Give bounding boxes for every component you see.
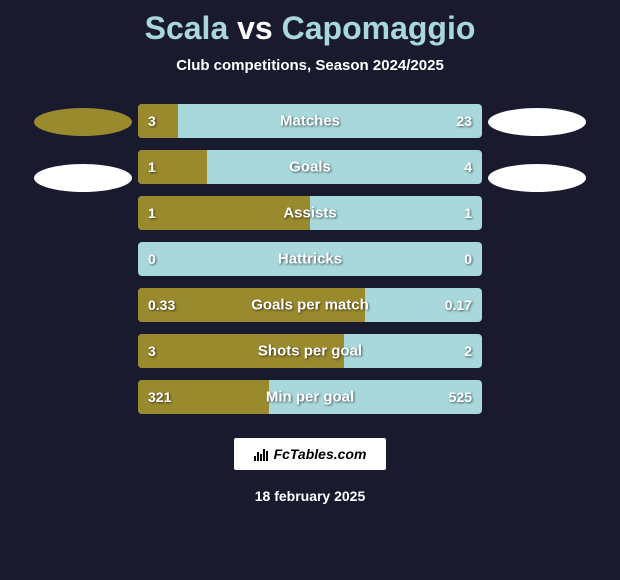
player2-name: Capomaggio — [282, 10, 476, 46]
stat-value-right: 1 — [464, 205, 472, 221]
bars-icon — [254, 447, 268, 461]
stat-row: 3 Matches 23 — [138, 104, 482, 138]
stat-row: 1 Assists 1 — [138, 196, 482, 230]
stat-row: 0.33 Goals per match 0.17 — [138, 288, 482, 322]
stat-value-left: 1 — [148, 205, 156, 221]
date-text: 18 february 2025 — [255, 488, 366, 504]
team-ellipse — [488, 108, 586, 136]
stat-value-right: 0 — [464, 251, 472, 267]
stat-value-right: 0.17 — [445, 297, 472, 313]
stat-row: 321 Min per goal 525 — [138, 380, 482, 414]
stat-bars: 3Matches231Goals41Assists10Hattricks00.3… — [138, 104, 482, 414]
stat-label: Assists — [283, 205, 336, 222]
team-ellipse — [488, 164, 586, 192]
page-title: Scala vs Capomaggio — [145, 10, 476, 47]
stat-value-right: 4 — [464, 159, 472, 175]
site-name: FcTables.com — [274, 446, 367, 462]
stat-label: Min per goal — [266, 389, 354, 406]
stat-label: Goals per match — [251, 297, 369, 314]
stat-value-right: 2 — [464, 343, 472, 359]
left-ellipses — [28, 104, 138, 192]
team-ellipse — [34, 108, 132, 136]
stat-label: Hattricks — [278, 251, 342, 268]
stat-value-left: 3 — [148, 113, 156, 129]
stat-label: Goals — [289, 159, 331, 176]
stat-value-right: 23 — [456, 113, 472, 129]
stats-area: 3Matches231Goals41Assists10Hattricks00.3… — [0, 104, 620, 414]
stat-value-left: 1 — [148, 159, 156, 175]
stat-value-left: 0.33 — [148, 297, 175, 313]
stat-fill — [138, 104, 178, 138]
stat-value-left: 321 — [148, 389, 171, 405]
stat-label: Matches — [280, 113, 340, 130]
subtitle: Club competitions, Season 2024/2025 — [176, 57, 444, 74]
stat-value-left: 3 — [148, 343, 156, 359]
stat-value-left: 0 — [148, 251, 156, 267]
right-ellipses — [482, 104, 592, 192]
stat-row: 1 Goals 4 — [138, 150, 482, 184]
stat-row: 0 Hattricks 0 — [138, 242, 482, 276]
stat-value-right: 525 — [449, 389, 472, 405]
team-ellipse — [34, 164, 132, 192]
comparison-widget: Scala vs Capomaggio Club competitions, S… — [0, 0, 620, 580]
vs-text: vs — [237, 10, 273, 46]
player1-name: Scala — [145, 10, 229, 46]
stat-label: Shots per goal — [258, 343, 362, 360]
stat-row: 3 Shots per goal 2 — [138, 334, 482, 368]
footer-logo: FcTables.com — [234, 438, 387, 470]
